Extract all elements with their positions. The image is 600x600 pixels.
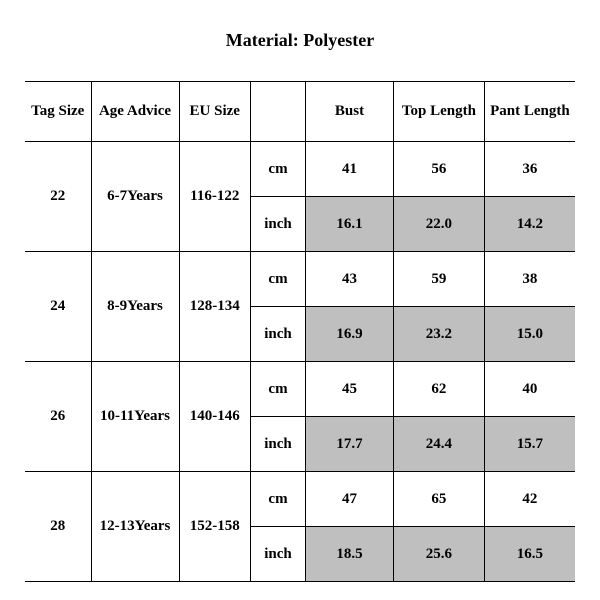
- size-table: Tag Size Age Advice EU Size Bust Top Len…: [25, 81, 575, 582]
- cell-tag-size: 24: [25, 252, 91, 362]
- cell-bust: 43: [306, 252, 394, 307]
- cell-tag-size: 26: [25, 362, 91, 472]
- cell-bust: 16.9: [306, 307, 394, 362]
- col-bust: Bust: [306, 82, 394, 142]
- cell-age-advice: 12-13Years: [91, 472, 179, 582]
- cell-unit-inch: inch: [251, 197, 306, 252]
- cell-pant-length: 14.2: [484, 197, 575, 252]
- cell-bust: 18.5: [306, 527, 394, 582]
- cell-pant-length: 16.5: [484, 527, 575, 582]
- cell-top-length: 23.2: [394, 307, 485, 362]
- cell-unit-inch: inch: [251, 417, 306, 472]
- cell-top-length: 25.6: [394, 527, 485, 582]
- cell-top-length: 59: [394, 252, 485, 307]
- cell-unit-cm: cm: [251, 362, 306, 417]
- cell-bust: 47: [306, 472, 394, 527]
- cell-age-advice: 10-11Years: [91, 362, 179, 472]
- cell-bust: 16.1: [306, 197, 394, 252]
- col-unit: [251, 82, 306, 142]
- cell-tag-size: 22: [25, 142, 91, 252]
- cell-age-advice: 8-9Years: [91, 252, 179, 362]
- cell-unit-cm: cm: [251, 252, 306, 307]
- table-row: 26 10-11Years 140-146 cm 45 62 40: [25, 362, 575, 417]
- col-eu-size: EU Size: [179, 82, 251, 142]
- page-title: Material: Polyester: [25, 30, 575, 51]
- col-top-length: Top Length: [394, 82, 485, 142]
- cell-eu-size: 140-146: [179, 362, 251, 472]
- cell-unit-inch: inch: [251, 527, 306, 582]
- cell-bust: 17.7: [306, 417, 394, 472]
- cell-top-length: 65: [394, 472, 485, 527]
- cell-unit-cm: cm: [251, 472, 306, 527]
- table-row: 22 6-7Years 116-122 cm 41 56 36: [25, 142, 575, 197]
- cell-age-advice: 6-7Years: [91, 142, 179, 252]
- cell-bust: 41: [306, 142, 394, 197]
- table-row: 24 8-9Years 128-134 cm 43 59 38: [25, 252, 575, 307]
- cell-pant-length: 15.7: [484, 417, 575, 472]
- cell-pant-length: 38: [484, 252, 575, 307]
- size-chart-page: Material: Polyester Tag Size Age Advice …: [0, 0, 600, 600]
- col-age-advice: Age Advice: [91, 82, 179, 142]
- cell-top-length: 24.4: [394, 417, 485, 472]
- col-pant-length: Pant Length: [484, 82, 575, 142]
- cell-eu-size: 116-122: [179, 142, 251, 252]
- header-row: Tag Size Age Advice EU Size Bust Top Len…: [25, 82, 575, 142]
- cell-eu-size: 152-158: [179, 472, 251, 582]
- cell-pant-length: 42: [484, 472, 575, 527]
- cell-pant-length: 36: [484, 142, 575, 197]
- cell-bust: 45: [306, 362, 394, 417]
- cell-eu-size: 128-134: [179, 252, 251, 362]
- col-tag-size: Tag Size: [25, 82, 91, 142]
- cell-tag-size: 28: [25, 472, 91, 582]
- cell-pant-length: 40: [484, 362, 575, 417]
- cell-unit-cm: cm: [251, 142, 306, 197]
- cell-unit-inch: inch: [251, 307, 306, 362]
- cell-top-length: 62: [394, 362, 485, 417]
- cell-top-length: 56: [394, 142, 485, 197]
- cell-pant-length: 15.0: [484, 307, 575, 362]
- table-row: 28 12-13Years 152-158 cm 47 65 42: [25, 472, 575, 527]
- cell-top-length: 22.0: [394, 197, 485, 252]
